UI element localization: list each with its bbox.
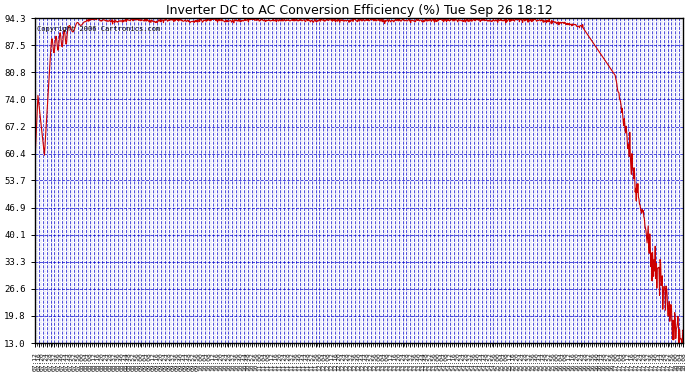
- Text: Copyright 2006 Cartronics.com: Copyright 2006 Cartronics.com: [37, 27, 160, 33]
- Title: Inverter DC to AC Conversion Efficiency (%) Tue Sep 26 18:12: Inverter DC to AC Conversion Efficiency …: [166, 4, 553, 17]
